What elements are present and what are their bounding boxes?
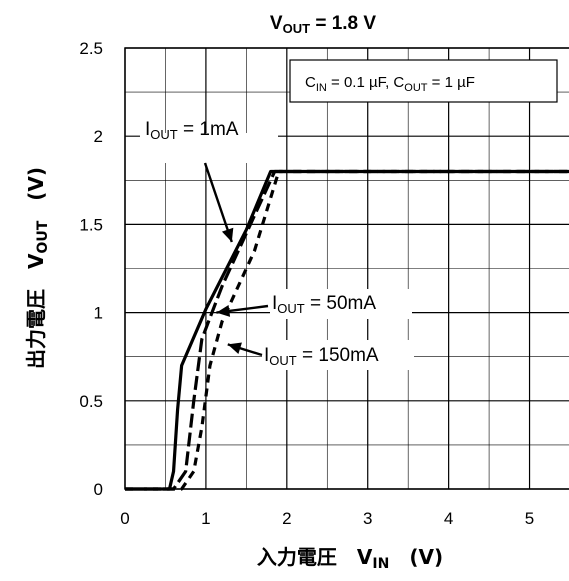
x-axis-label-part: (V) <box>389 545 443 569</box>
annotation-label: IOUT = 150mA <box>264 345 379 368</box>
x-tick-label: 3 <box>363 509 372 528</box>
annotation-label-part: OUT <box>269 353 297 368</box>
annotation-backdrop <box>140 133 278 163</box>
y-axis-label-part: OUT <box>35 220 51 253</box>
annotation-label-part: = 1mA <box>178 119 239 140</box>
x-tick-label: 4 <box>444 509 453 528</box>
annotation-arrow <box>203 162 233 243</box>
chart-title-part: OUT <box>283 21 311 36</box>
y-tick-label: 0 <box>94 480 103 499</box>
annotation-label: IOUT = 50mA <box>272 293 376 316</box>
conditions-box: CIN = 0.1 µF, COUT = 1 µF <box>289 59 558 103</box>
tick-labels: 0 1 2 3 4 5 0 0.5 1 1.5 2 2.5 <box>79 39 534 528</box>
conditions-text-part: = 1 µF <box>428 74 475 91</box>
y-tick-label: 1.5 <box>79 215 103 234</box>
series-line <box>125 169 569 491</box>
x-axis-label: 入力電圧 VIN (V) <box>257 545 443 572</box>
annotation-arrowhead <box>216 304 231 317</box>
x-axis-label-part: 入力電圧 V <box>257 545 373 569</box>
y-tick-label: 0.5 <box>79 392 103 411</box>
x-tick-label: 1 <box>201 509 210 528</box>
annotation-arrowhead <box>227 342 242 354</box>
y-axis-label-part: 出力電圧 V <box>24 253 48 369</box>
y-axis-label-part: (V) <box>24 167 48 221</box>
series-layer <box>125 169 569 491</box>
annotation-backdrop <box>262 340 414 370</box>
chart-title-part: V <box>270 13 283 34</box>
conditions-text-part: = 0.1 µF, C <box>327 74 405 91</box>
annotation-label: IOUT = 1mA <box>145 119 239 142</box>
x-tick-label: 2 <box>282 509 291 528</box>
x-tick-label: 0 <box>120 509 129 528</box>
conditions-box-frame <box>289 59 558 103</box>
chart-title-part: = 1.8 V <box>310 13 376 34</box>
plot-frame <box>124 47 569 490</box>
conditions-text-part: C <box>305 74 316 91</box>
annotation-label-part: = 150mA <box>297 345 379 366</box>
annotation-backdrop <box>270 289 412 319</box>
y-axis-label: 出力電圧 VOUT (V) <box>24 167 51 369</box>
annotation-label-part: OUT <box>150 127 178 142</box>
y-tick-label: 2.5 <box>79 39 103 58</box>
annotation-label-part: I <box>264 345 269 366</box>
annotation-label-part: I <box>145 119 150 140</box>
x-tick-label: 5 <box>525 509 534 528</box>
y-tick-label: 1 <box>94 304 103 323</box>
annotation-label-part: OUT <box>277 301 305 316</box>
chart-title: VOUT = 1.8 V <box>270 13 376 36</box>
conditions-text-part: OUT <box>404 82 428 94</box>
annotation-arrowhead <box>221 227 234 243</box>
series-line <box>125 169 569 491</box>
series-line <box>125 169 569 491</box>
annotation-label-part: I <box>272 293 277 314</box>
annotation-label-part: = 50mA <box>305 293 377 314</box>
conditions-text: CIN = 0.1 µF, COUT = 1 µF <box>305 74 475 94</box>
x-axis-label-part: IN <box>372 556 389 572</box>
y-tick-label: 2 <box>94 127 103 146</box>
conditions-text-part: IN <box>316 82 327 94</box>
